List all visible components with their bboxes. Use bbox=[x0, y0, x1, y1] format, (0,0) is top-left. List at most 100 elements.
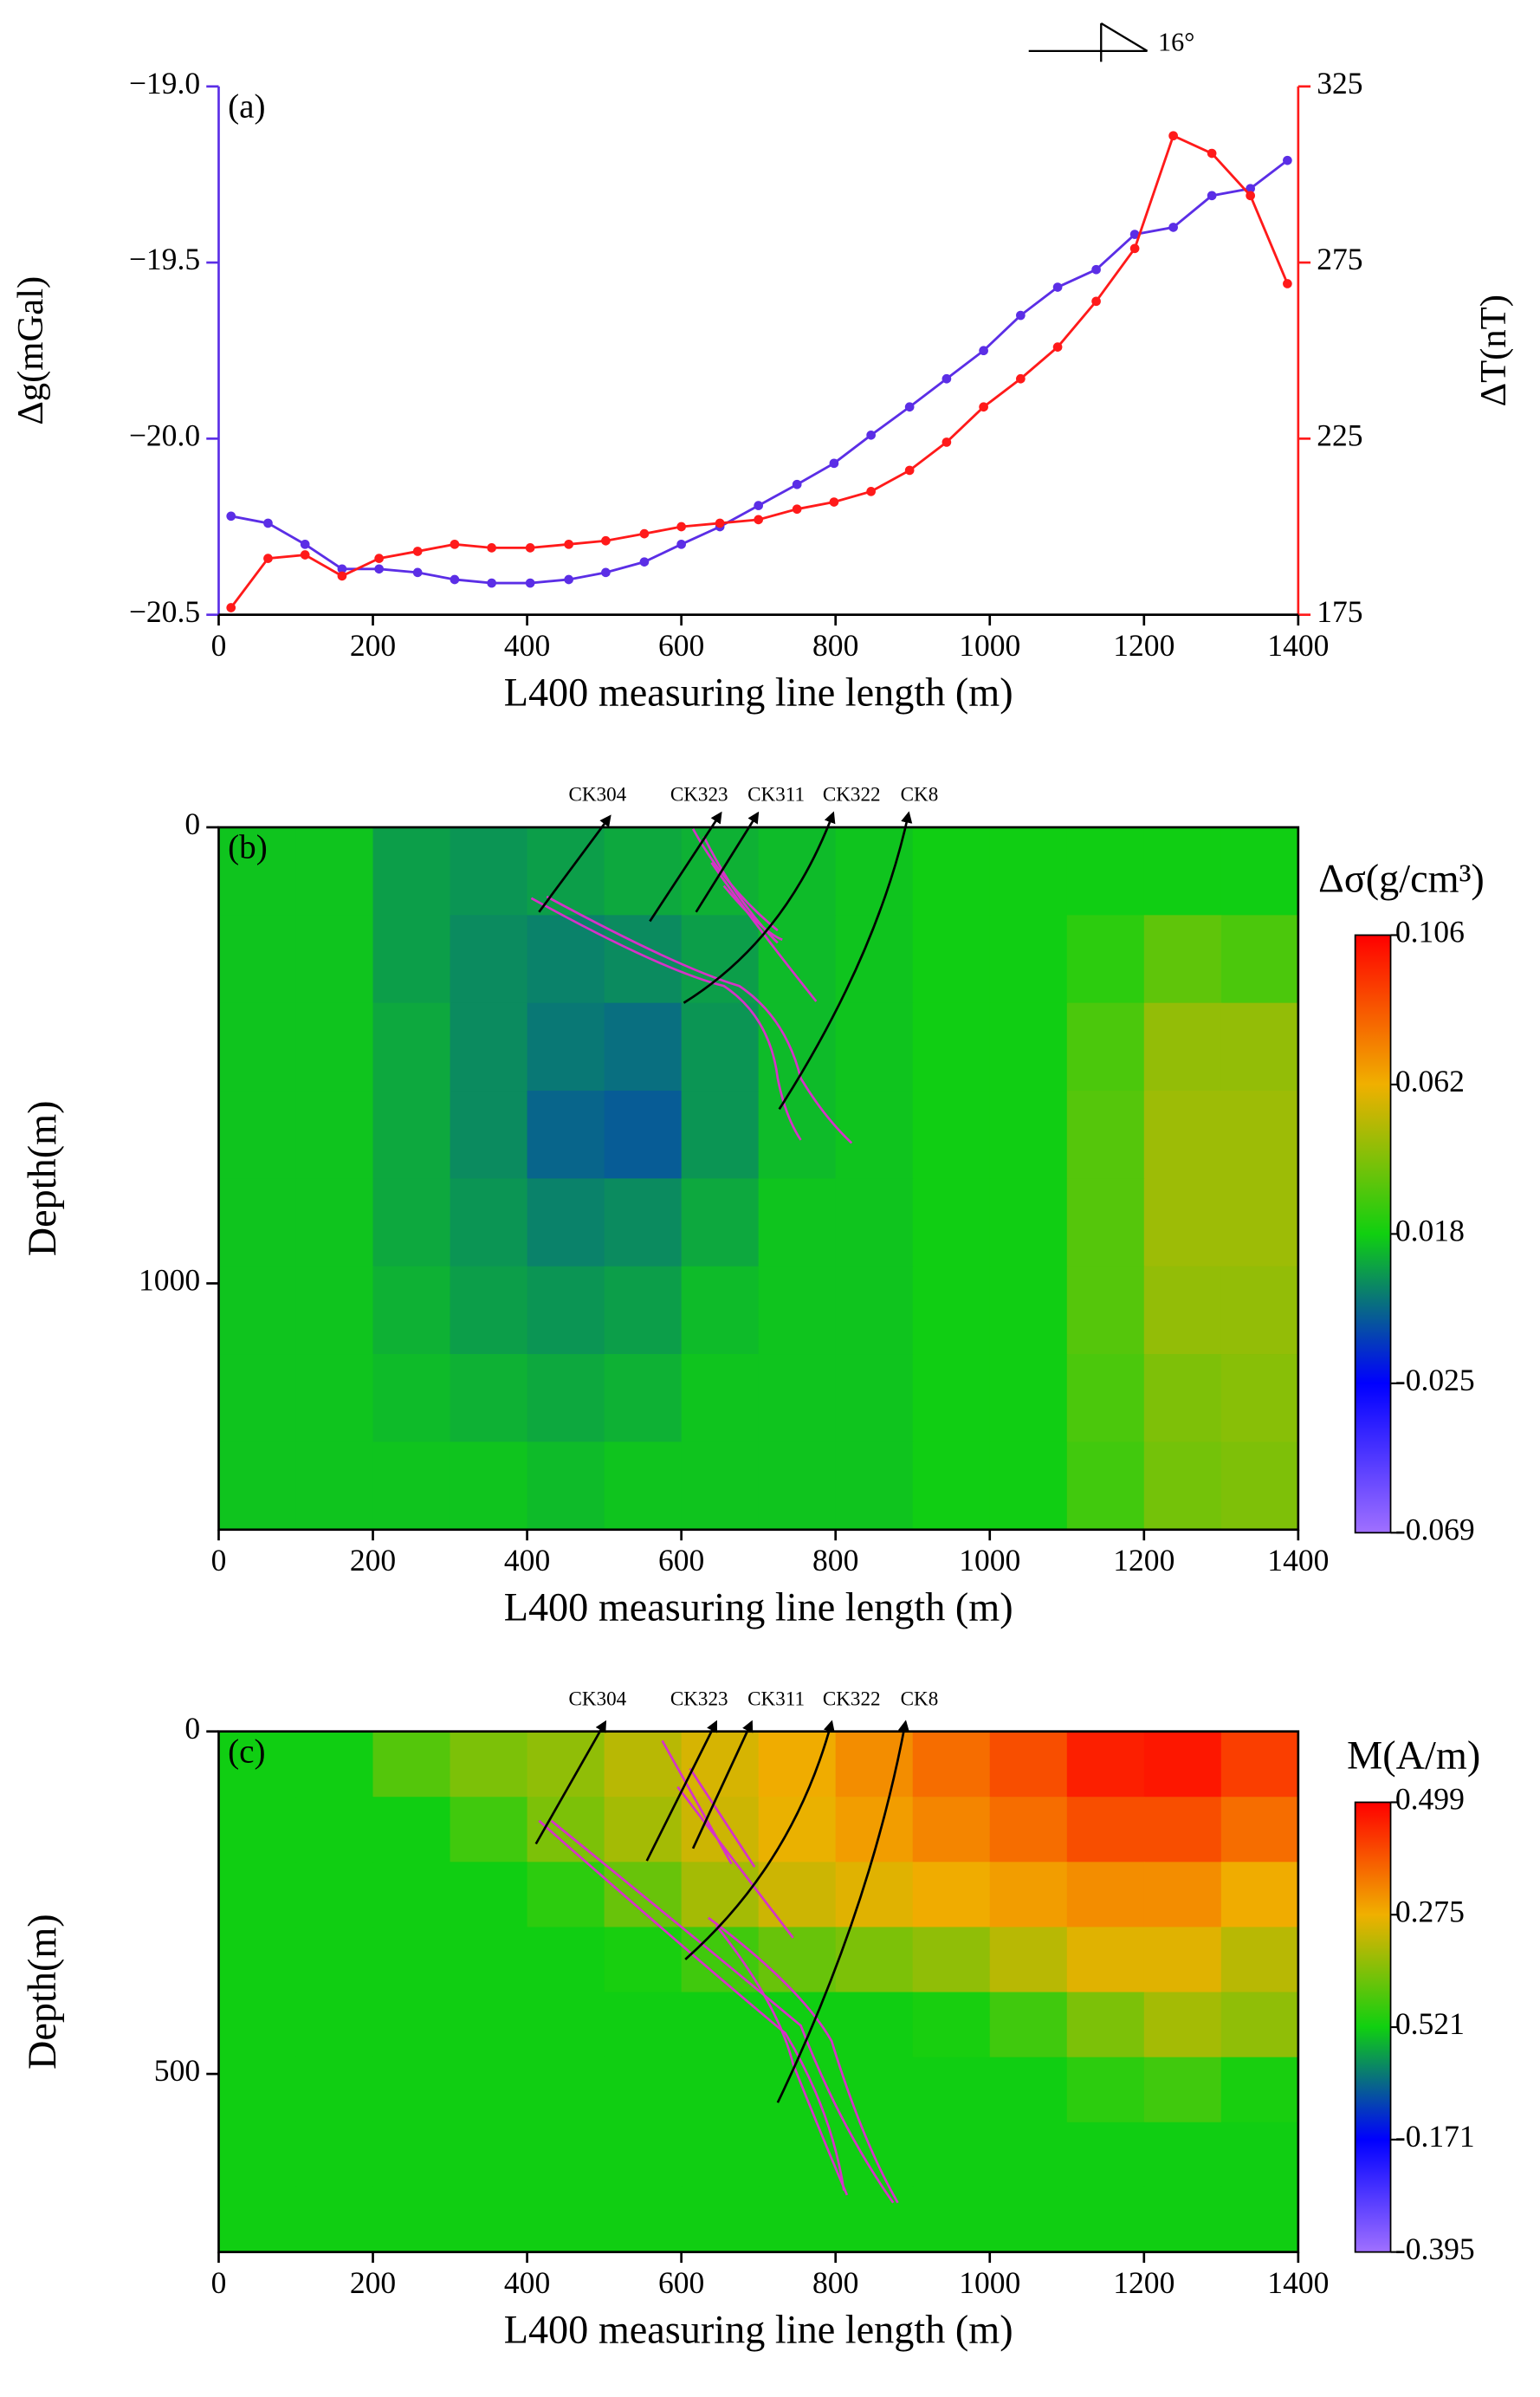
y-tick-label: 1000 bbox=[139, 1263, 200, 1298]
borehole-label: CK304 bbox=[568, 783, 626, 806]
heatmap-cell bbox=[1220, 1091, 1299, 1180]
data-point bbox=[1129, 243, 1140, 254]
colorbar-tick-label: 0.106 bbox=[1395, 915, 1465, 949]
data-point bbox=[1016, 310, 1026, 321]
heatmap-cell bbox=[218, 1354, 297, 1443]
borehole-label: CK322 bbox=[823, 783, 881, 806]
x-axis-label: L400 measuring line length (m) bbox=[504, 2307, 1013, 2351]
heatmap-cell bbox=[989, 1178, 1068, 1267]
heatmap-cell bbox=[527, 1091, 605, 1180]
heatmap-cell bbox=[450, 1178, 528, 1267]
heatmap-cell bbox=[989, 1992, 1068, 2058]
heatmap-cell bbox=[604, 1266, 683, 1355]
heatmap-cell bbox=[604, 1992, 683, 2058]
boreholes-b bbox=[538, 811, 913, 1111]
heatmap-cell bbox=[989, 915, 1068, 1004]
heatmap-cell bbox=[218, 1731, 297, 1798]
heatmap-cell bbox=[989, 1091, 1068, 1180]
heatmap-cell bbox=[372, 2057, 451, 2123]
heatmap-cell bbox=[527, 1178, 605, 1267]
heatmap-cell bbox=[681, 915, 760, 1004]
colorbar bbox=[1354, 934, 1392, 1534]
heatmap-cell bbox=[912, 2057, 991, 2123]
y-tick-label: −20.5 bbox=[129, 594, 200, 629]
colorbar-label: Δσ(g/cm³) bbox=[1318, 857, 1485, 901]
borehole-label: CK311 bbox=[747, 1687, 805, 1709]
heatmap-cell bbox=[527, 1354, 605, 1443]
data-point bbox=[300, 550, 310, 560]
heatmap-cell bbox=[989, 2057, 1068, 2123]
heatmap-cell bbox=[758, 1266, 837, 1355]
colorbar-label: M(A/m) bbox=[1347, 1733, 1480, 1777]
heatmap-cell bbox=[218, 2122, 297, 2188]
heatmap-cell bbox=[527, 2122, 605, 2188]
x-tick-label: 800 bbox=[812, 2265, 858, 2300]
heatmap-cell bbox=[1143, 2057, 1222, 2123]
data-point bbox=[564, 539, 573, 549]
heatmap-cell bbox=[295, 2122, 374, 2188]
heatmap-cell bbox=[1220, 2186, 1299, 2253]
heatmap-cell bbox=[372, 1266, 451, 1355]
data-point bbox=[1168, 131, 1178, 141]
x-tick-label: 1400 bbox=[1267, 1543, 1329, 1577]
heatmap-cell bbox=[450, 1731, 528, 1798]
x-tick-label: 400 bbox=[504, 1543, 550, 1577]
data-point bbox=[1246, 184, 1255, 194]
y-tick-label: 500 bbox=[154, 2053, 200, 2088]
heatmap-cell bbox=[681, 1441, 760, 1531]
data-point bbox=[676, 539, 686, 549]
heatmap-cell bbox=[1143, 1927, 1222, 1993]
heatmap-cell bbox=[1220, 2057, 1299, 2123]
heatmap-cell bbox=[218, 1002, 297, 1092]
heatmap-cell bbox=[450, 1354, 528, 1443]
heatmap-cell bbox=[450, 1927, 528, 1993]
data-point bbox=[754, 515, 763, 525]
heatmap-cell bbox=[1143, 1091, 1222, 1180]
heatmap-cell bbox=[372, 1731, 451, 1798]
heatmap-cell bbox=[604, 2057, 683, 2123]
heatmap-cell bbox=[1220, 1002, 1299, 1092]
heatmap-cell bbox=[681, 2057, 760, 2123]
heatmap-cell bbox=[218, 1441, 297, 1531]
heatmap-cell bbox=[1220, 827, 1299, 917]
heatmap-cell bbox=[295, 1862, 374, 1928]
x-tick-label: 800 bbox=[812, 1543, 858, 1577]
data-point bbox=[829, 497, 839, 507]
heatmap-cell bbox=[218, 827, 297, 917]
x-tick-label: 600 bbox=[658, 1543, 704, 1577]
heatmap-cell bbox=[835, 1266, 914, 1355]
y2-tick-label: 275 bbox=[1317, 242, 1362, 276]
x-tick-label: 1000 bbox=[959, 2265, 1020, 2300]
heatmap-cell bbox=[758, 2122, 837, 2188]
boreholes-c bbox=[534, 1720, 910, 2103]
data-point bbox=[450, 539, 460, 549]
heatmap-cell bbox=[1143, 1178, 1222, 1267]
heatmap-cell bbox=[372, 1091, 451, 1180]
colorbar-tick-label: 0.521 bbox=[1395, 2006, 1465, 2041]
heatmap-cell bbox=[1220, 1992, 1299, 2058]
heatmap-cell bbox=[218, 2186, 297, 2253]
heatmap-cell bbox=[1143, 1354, 1222, 1443]
heatmap-cell bbox=[1066, 2057, 1145, 2123]
series-line bbox=[230, 133, 1289, 609]
heatmap-cell bbox=[989, 1002, 1068, 1092]
heatmap-cell bbox=[604, 827, 683, 917]
heatmap-cell bbox=[989, 1354, 1068, 1443]
heatmap-cell bbox=[835, 1091, 914, 1180]
panel-label: (c) bbox=[228, 1733, 265, 1770]
heatmap-cell bbox=[1143, 2122, 1222, 2188]
x-tick-label: 400 bbox=[504, 628, 550, 663]
heatmap-cell bbox=[758, 1797, 837, 1863]
heatmap-cell bbox=[1220, 1797, 1299, 1863]
heatmap-cell bbox=[1220, 915, 1299, 1004]
y-tick-label: 0 bbox=[184, 1711, 200, 1746]
heatmap-cell bbox=[527, 1927, 605, 1993]
heatmap-cell bbox=[835, 1441, 914, 1531]
heatmap-cell bbox=[450, 1002, 528, 1092]
heatmap-cell bbox=[681, 1091, 760, 1180]
data-point bbox=[715, 518, 725, 528]
heatmap-cell bbox=[527, 1862, 605, 1928]
heatmap-cell bbox=[527, 915, 605, 1004]
heatmap-cell bbox=[527, 1992, 605, 2058]
borehole-label: CK322 bbox=[823, 1687, 881, 1709]
